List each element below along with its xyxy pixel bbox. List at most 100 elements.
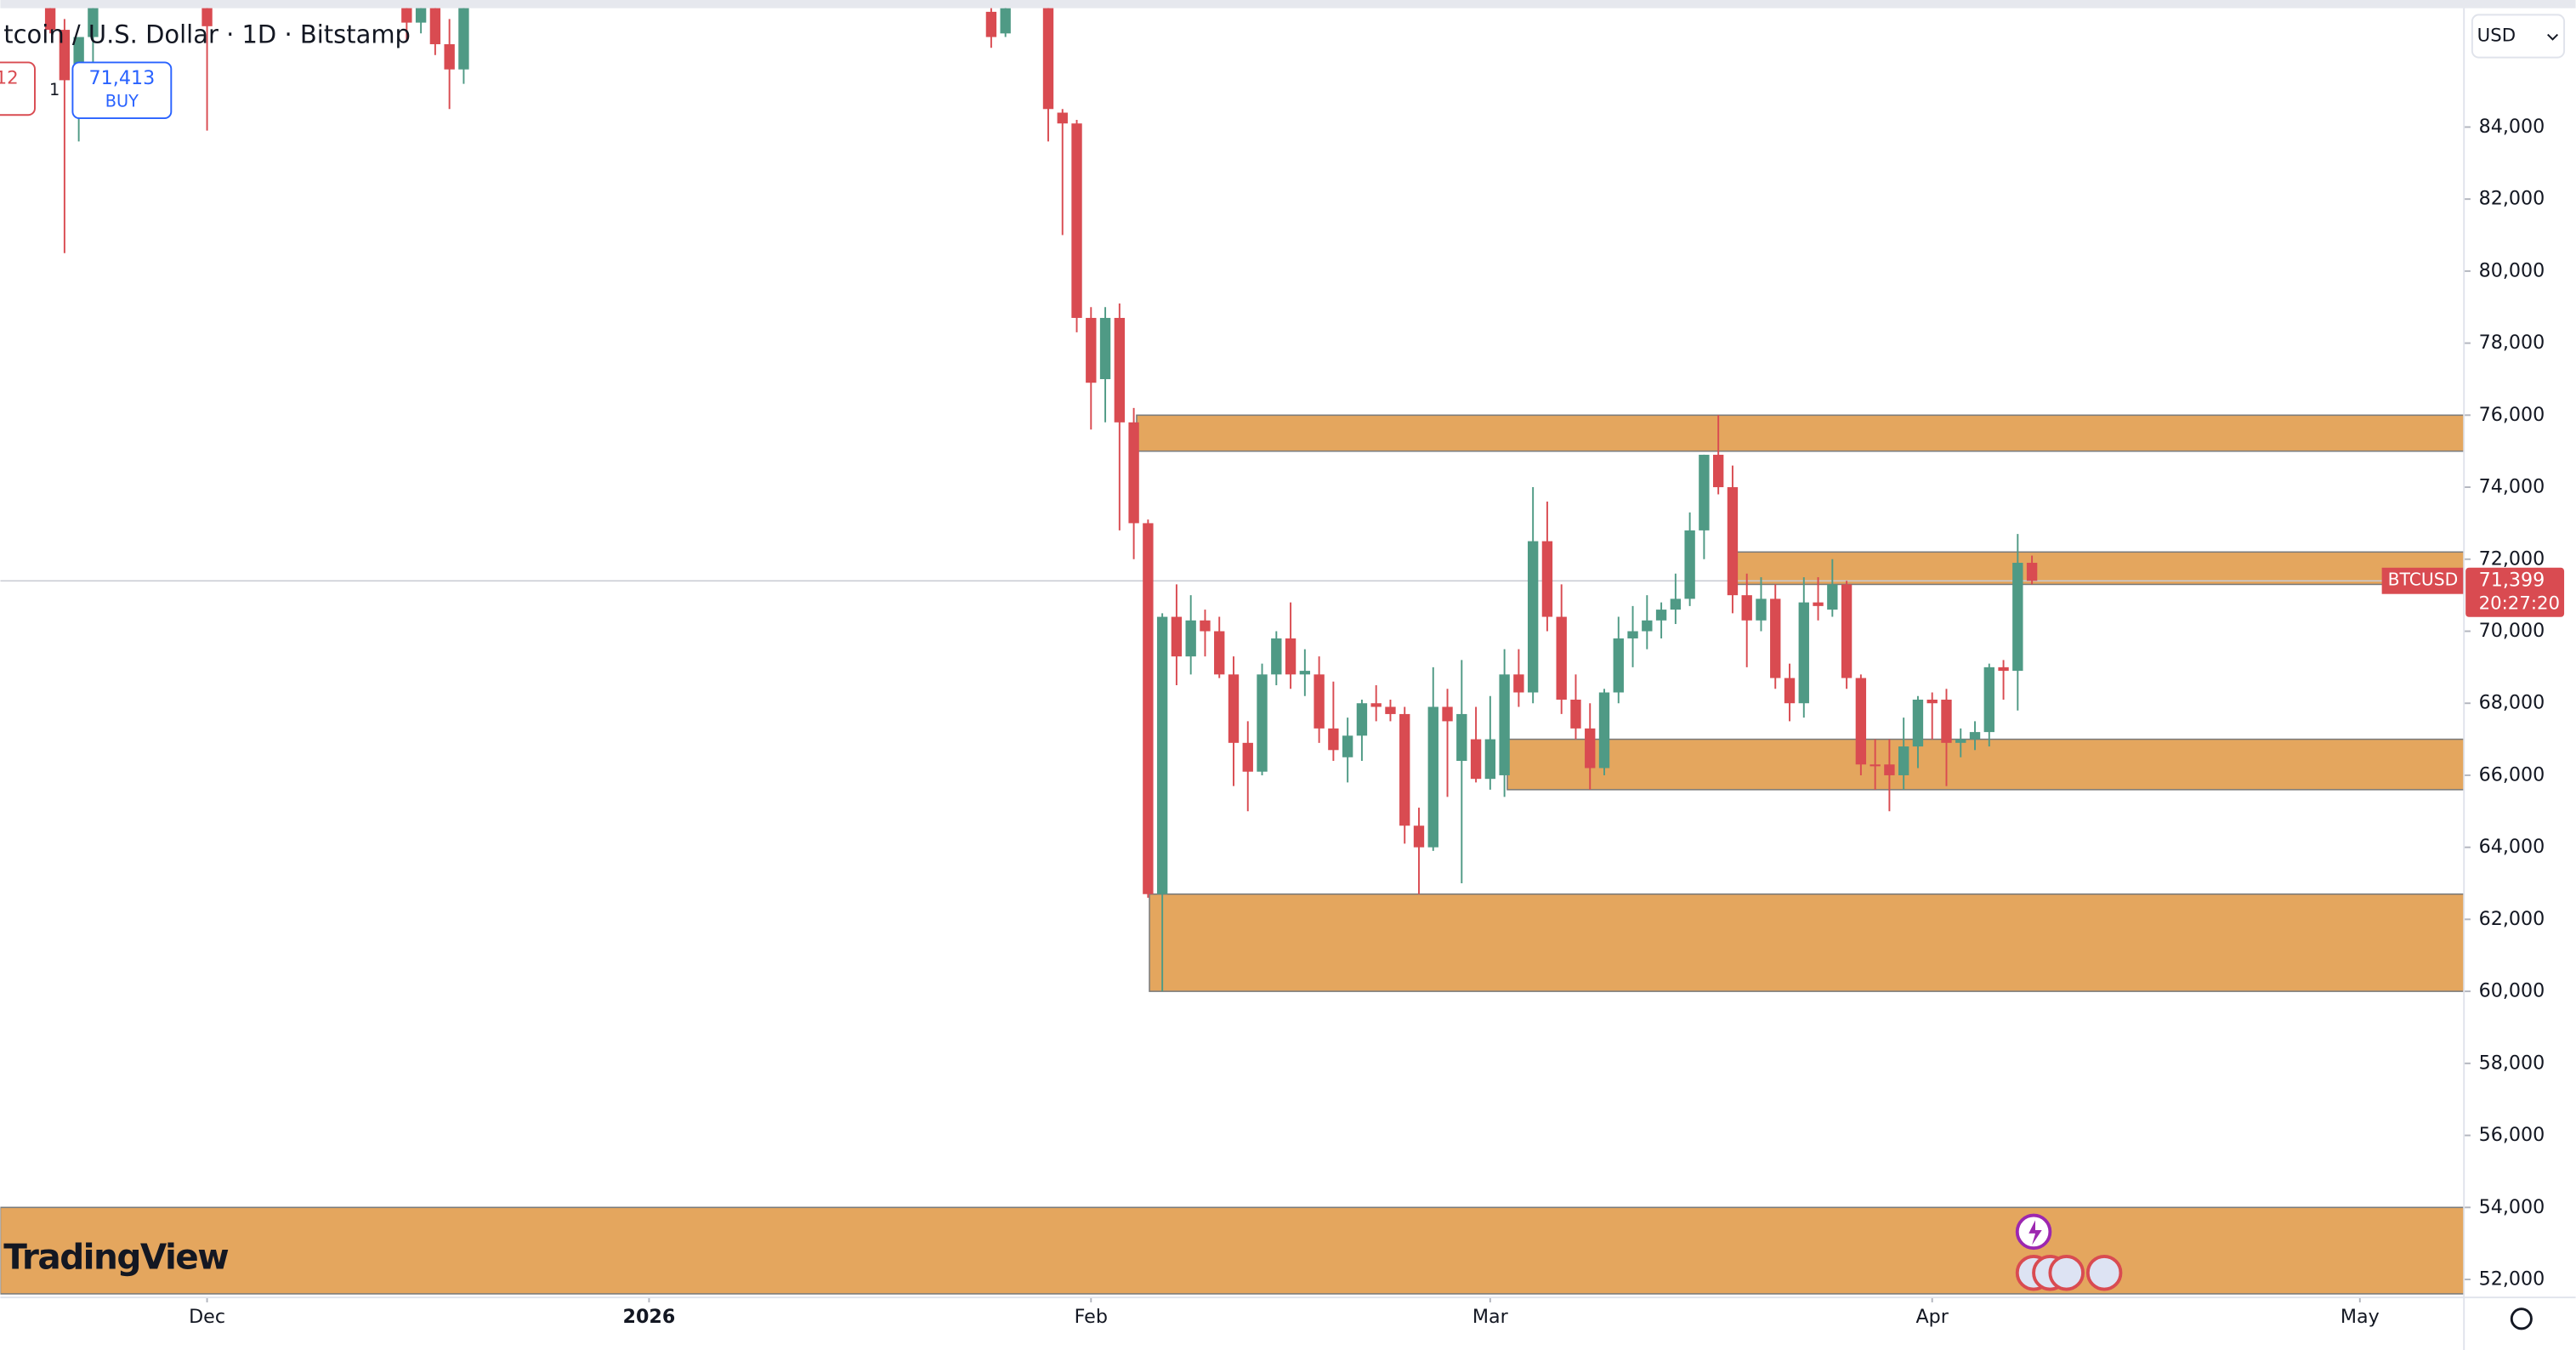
candle-body	[1884, 764, 1895, 775]
candle-body	[1998, 666, 2009, 672]
candle-body	[1798, 602, 1809, 704]
candle-body	[1156, 616, 1168, 894]
price-tag-label: 71,399	[2479, 570, 2545, 592]
flag-icon	[2085, 1254, 2123, 1291]
dropdown-arrow	[2547, 33, 2559, 41]
candle-body	[1442, 706, 1453, 722]
candle-body	[1499, 674, 1510, 775]
candle-body	[1756, 598, 1767, 621]
candle-body	[1727, 487, 1739, 596]
candle-body	[1328, 728, 1339, 751]
candle-body	[1527, 541, 1539, 693]
y-tick-label: 74,000	[2479, 476, 2545, 498]
y-tick-label: 82,000	[2479, 188, 2545, 210]
candle-body	[415, 8, 427, 23]
candle-body	[1556, 616, 1567, 700]
candle-body	[1642, 620, 1653, 632]
chart-title: tcoin / U.S. Dollar · 1D · Bitstamp	[3, 20, 411, 49]
x-tick-label: Apr	[1915, 1306, 1949, 1328]
candle-body	[1342, 735, 1353, 757]
candle-body	[1314, 674, 1325, 729]
zones	[0, 414, 2465, 1295]
y-tick-label: 70,000	[2479, 620, 2545, 642]
candle-body	[1214, 631, 1225, 675]
candle-body	[1257, 674, 1268, 772]
candle-body	[1057, 112, 1068, 124]
candle-body	[1870, 764, 1881, 767]
candle-body	[1114, 317, 1126, 423]
logo: TradingView	[3, 1237, 229, 1278]
x-tick-label: Dec	[189, 1306, 225, 1328]
candle-body	[1285, 638, 1297, 675]
candle-body	[1770, 598, 1781, 678]
x-tick-label: May	[2341, 1306, 2380, 1328]
candle-body	[1813, 602, 1824, 606]
candle-body	[1143, 523, 1154, 894]
candle-body	[1670, 598, 1682, 610]
candle-body	[985, 11, 997, 37]
candle-body	[1613, 638, 1624, 693]
y-tick-label: 58,000	[2479, 1052, 2545, 1074]
candle-body	[401, 8, 412, 23]
candle-body	[1955, 739, 1966, 743]
candle-body	[1513, 674, 1524, 693]
y-tick-label: 62,000	[2479, 908, 2545, 930]
zone	[1149, 893, 2465, 992]
candle-body	[1855, 678, 1867, 765]
candle-body	[1185, 620, 1196, 657]
candle-body	[1484, 739, 1496, 780]
candle-body	[1171, 616, 1183, 657]
buy-button[interactable]	[71, 61, 173, 120]
x-tick-label: Mar	[1472, 1306, 1509, 1328]
zone	[1733, 551, 2465, 586]
candle-body	[1456, 713, 1467, 762]
candle-body	[1585, 728, 1596, 769]
candle-body	[1042, 8, 1054, 110]
candle-body	[2026, 563, 2038, 581]
y-tick-label: 84,000	[2479, 116, 2545, 138]
candle-body	[1299, 671, 1311, 675]
sell-button[interactable]	[0, 61, 36, 116]
candles	[0, 8, 2465, 992]
symbol-label: BTCUSD	[2388, 570, 2459, 590]
candle-body	[1399, 713, 1410, 826]
candle-body	[1099, 317, 1111, 379]
y-tick-label: 68,000	[2479, 692, 2545, 714]
candle-body	[1000, 8, 1011, 34]
candle-body	[1228, 674, 1240, 743]
settings-icon[interactable]	[2510, 1307, 2533, 1330]
y-tick-label: 78,000	[2479, 332, 2545, 354]
candle-body	[1242, 742, 1253, 772]
zone	[1136, 414, 2465, 452]
candle-body	[444, 44, 455, 70]
y-tick-label: 64,000	[2479, 836, 2545, 858]
candle-body	[2012, 563, 2023, 672]
candle-body	[1699, 454, 1710, 530]
candle-body	[201, 8, 213, 26]
spread: 1	[49, 80, 60, 99]
candle-body	[1655, 610, 1667, 621]
candle-body	[1841, 584, 1853, 678]
top-bar	[0, 0, 2576, 9]
y-tick-label: 54,000	[2479, 1196, 2545, 1218]
currency-button[interactable]	[2471, 14, 2566, 59]
event-icon-bolt	[2028, 1220, 2042, 1245]
candle-body	[1598, 692, 1610, 769]
x-tick-label: Feb	[1075, 1306, 1108, 1328]
price-tag	[2465, 567, 2565, 617]
candle-body	[1926, 699, 1938, 704]
candle-body	[1898, 746, 1909, 775]
candle-body	[1370, 703, 1382, 707]
candle-body	[1827, 584, 1838, 610]
candle-body	[1271, 638, 1282, 675]
candle-body	[1541, 541, 1553, 617]
candle-body	[1627, 631, 1638, 638]
candle-body	[1969, 732, 1981, 740]
candle-body	[1071, 123, 1082, 318]
buy-price: 71,413	[89, 67, 156, 89]
zone	[1506, 738, 2465, 791]
candle-body	[1427, 706, 1438, 848]
candle-body	[1413, 825, 1425, 848]
y-tick-label: 66,000	[2479, 763, 2545, 786]
